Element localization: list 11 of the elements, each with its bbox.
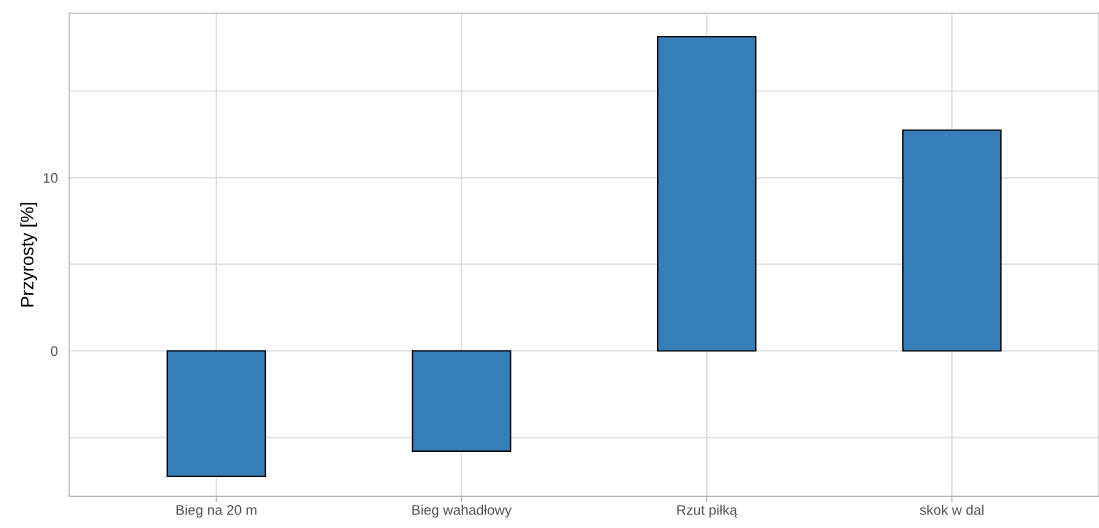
x-tick-label: Bieg na 20 m xyxy=(176,504,257,518)
y-tick-label: 0 xyxy=(50,346,58,357)
y-axis-title: Przyrosty [%] xyxy=(20,202,38,307)
x-tick-label: skok w dal xyxy=(919,504,984,515)
bar xyxy=(902,129,1002,352)
y-tick-label: 10 xyxy=(43,173,58,183)
bar xyxy=(411,350,512,452)
x-tick-label: Rzut piłką xyxy=(677,504,738,518)
bar xyxy=(166,350,267,478)
bar xyxy=(656,35,757,352)
x-tick-label: Bieg wahadłowy xyxy=(412,504,512,518)
